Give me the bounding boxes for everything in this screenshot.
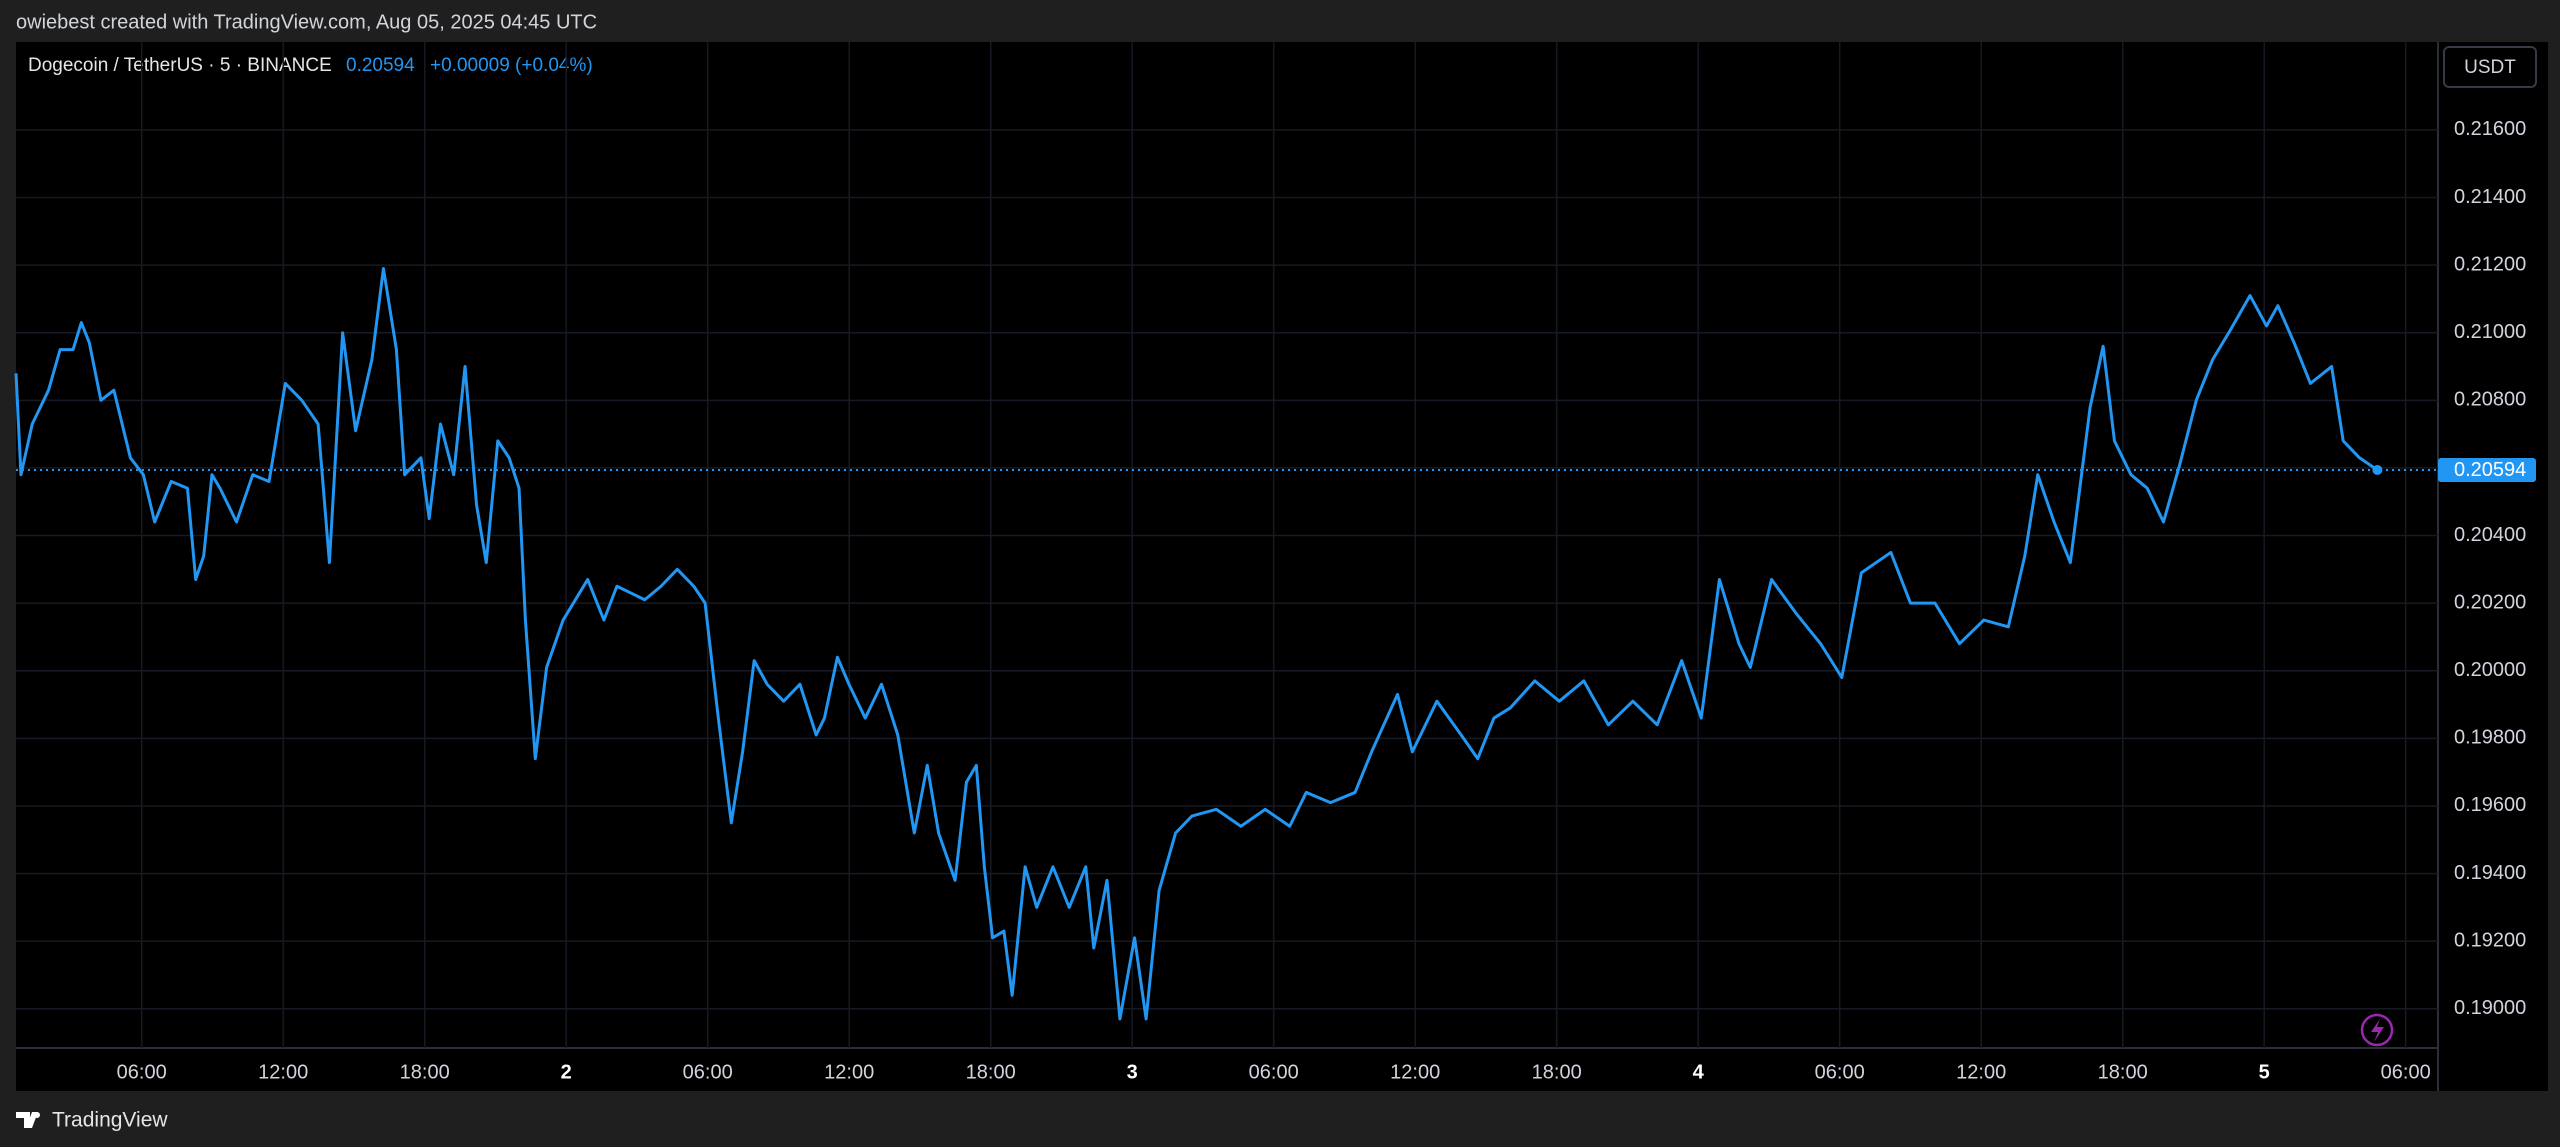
y-tick-label: 0.19200 <box>2454 929 2526 951</box>
legend-price: 0.20594 <box>346 55 415 76</box>
y-tick-label: 0.19000 <box>2454 997 2526 1019</box>
y-tick-label: 0.19400 <box>2454 862 2526 884</box>
x-tick-label: 06:00 <box>1249 1061 1299 1083</box>
y-tick-label: 0.20800 <box>2454 389 2526 411</box>
brand: TradingView <box>52 1109 168 1132</box>
plot: 0.19000 0.19200 0.19400 0.19600 0.19800 0.200… <box>14 42 2536 1083</box>
currency[interactable]: USDT <box>2464 57 2516 78</box>
y-tick-label: 0.20200 <box>2454 591 2526 613</box>
y-tick-label: 0.19600 <box>2454 794 2526 816</box>
y-tick-label: 0.21000 <box>2454 321 2526 343</box>
brand-logo-dot <box>34 1112 40 1118</box>
y-tick-label: 0.21400 <box>2454 186 2526 208</box>
attribution: owiebest created with TradingView.com, A… <box>16 11 597 33</box>
x-tick-label: 18:00 <box>966 1061 1016 1083</box>
x-tick-label: 06:00 <box>1815 1061 1865 1083</box>
x-tick-label: 12:00 <box>1956 1061 2006 1083</box>
x-tick-label: 06:00 <box>117 1061 167 1083</box>
symbol: Dogecoin / TetherUS · 5 · BINANCE <box>28 55 332 76</box>
last-point <box>2372 464 2383 475</box>
y-tick-label: 0.20400 <box>2454 524 2526 546</box>
y-tick-label: 0.21600 <box>2454 118 2526 140</box>
x-tick-label: 12:00 <box>258 1061 308 1083</box>
x-tick-label: 2 <box>561 1061 572 1083</box>
x-tick-label: 4 <box>1693 1061 1705 1083</box>
last-price-box <box>2438 457 2536 482</box>
y-tick-label: 0.21200 <box>2454 253 2526 275</box>
x-tick-label: 18:00 <box>2098 1061 2148 1083</box>
y-tick-label: 0.19800 <box>2454 727 2526 749</box>
alert-bolt <box>2371 1019 2384 1042</box>
alert-icon[interactable] <box>2360 1013 2394 1047</box>
chart-area <box>16 42 2548 1091</box>
x-tick-label: 06:00 <box>2381 1061 2431 1083</box>
currency-button[interactable] <box>2443 46 2537 88</box>
last-price-label: 0.20594 <box>2454 459 2526 481</box>
x-tick-label: 18:00 <box>1532 1061 1582 1083</box>
x-tick-label: 18:00 <box>400 1061 450 1083</box>
x-tick-label: 3 <box>1127 1061 1138 1083</box>
x-tick-label: 12:00 <box>824 1061 874 1083</box>
brand-logo <box>16 1112 38 1128</box>
x-tick-label: 06:00 <box>683 1061 733 1083</box>
y-tick-label: 0.20000 <box>2454 659 2526 681</box>
x-tick-label: 12:00 <box>1390 1061 1440 1083</box>
price-line <box>14 266 2379 1021</box>
x-tick-label: 5 <box>2259 1061 2270 1083</box>
legend-change: +0.00009 (+0.04%) <box>430 55 593 76</box>
